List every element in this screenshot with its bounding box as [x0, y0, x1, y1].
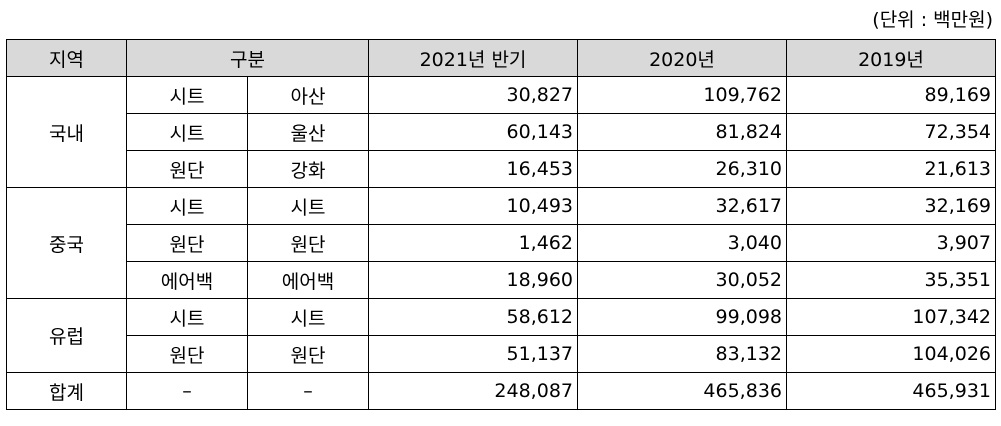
- value-2019: 107,342: [786, 298, 996, 336]
- subcategory-cell: –: [247, 372, 369, 410]
- value-2020: 465,836: [577, 372, 787, 410]
- category-cell: 에어백: [126, 261, 248, 299]
- value-2020: 81,824: [577, 113, 787, 151]
- value-2021-h1: 30,827: [368, 76, 578, 114]
- value-2021-h1: 60,143: [368, 113, 578, 151]
- value-2020: 109,762: [577, 76, 787, 114]
- subcategory-cell: 아산: [247, 76, 369, 114]
- value-2019: 35,351: [786, 261, 996, 299]
- category-cell: –: [126, 372, 248, 410]
- header-region: 지역: [6, 39, 127, 77]
- table-row: 원단 원단 51,137 83,132 104,026: [7, 335, 996, 373]
- sales-table: 지역 구분 2021년 반기 2020년 2019년 국내 시트 아산 30,8…: [6, 39, 996, 410]
- value-2021-h1: 58,612: [368, 298, 578, 336]
- header-category: 구분: [126, 39, 369, 77]
- subcategory-cell: 시트: [247, 298, 369, 336]
- subcategory-cell: 에어백: [247, 261, 369, 299]
- category-cell: 시트: [126, 298, 248, 336]
- value-2020: 3,040: [577, 224, 787, 262]
- value-2019: 3,907: [786, 224, 996, 262]
- region-cell: 유럽: [6, 298, 127, 373]
- value-2020: 32,617: [577, 187, 787, 225]
- header-row: 지역 구분 2021년 반기 2020년 2019년: [6, 39, 996, 77]
- table-row: 국내 시트 아산 30,827 109,762 89,169: [6, 76, 996, 188]
- subcategory-cell: 울산: [247, 113, 369, 151]
- value-2021-h1: 16,453: [368, 150, 578, 188]
- category-cell: 원단: [126, 224, 248, 262]
- value-2019: 465,931: [786, 372, 996, 410]
- value-2020: 83,132: [577, 335, 787, 373]
- value-2021-h1: 248,087: [368, 372, 578, 410]
- region-cell: 합계: [6, 372, 127, 410]
- region-cell: 중국: [6, 187, 127, 299]
- value-2020: 30,052: [577, 261, 787, 299]
- value-2021-h1: 18,960: [368, 261, 578, 299]
- header-2019: 2019년: [786, 39, 996, 77]
- value-2019: 32,169: [786, 187, 996, 225]
- header-2021-h1: 2021년 반기: [368, 39, 578, 77]
- value-2020: 26,310: [577, 150, 787, 188]
- table-row: 시트 울산 60,143 81,824 72,354: [7, 113, 996, 151]
- value-2019: 21,613: [786, 150, 996, 188]
- category-cell: 시트: [126, 113, 248, 151]
- table-row: 에어백 에어백 18,960 30,052 35,351: [7, 261, 996, 299]
- value-2019: 72,354: [786, 113, 996, 151]
- region-cell: 국내: [6, 76, 127, 188]
- category-cell: 원단: [126, 150, 248, 188]
- value-2021-h1: 51,137: [368, 335, 578, 373]
- total-row: 합계 – – 248,087 465,836 465,931: [6, 372, 996, 410]
- category-cell: 시트: [126, 187, 248, 225]
- table-row: 중국 시트 시트 10,493 32,617 32,169: [6, 187, 996, 299]
- value-2021-h1: 10,493: [368, 187, 578, 225]
- unit-label: (단위 : 백만원): [872, 9, 993, 31]
- value-2021-h1: 1,462: [368, 224, 578, 262]
- table-row: 유럽 시트 시트 58,612 99,098 107,342: [6, 298, 996, 373]
- category-cell: 시트: [126, 76, 248, 114]
- subcategory-cell: 강화: [247, 150, 369, 188]
- subcategory-cell: 원단: [247, 335, 369, 373]
- table-row: 원단 강화 16,453 26,310 21,613: [7, 150, 996, 188]
- value-2019: 89,169: [786, 76, 996, 114]
- category-cell: 원단: [126, 335, 248, 373]
- table-row: 원단 원단 1,462 3,040 3,907: [7, 224, 996, 262]
- header-2020: 2020년: [577, 39, 787, 77]
- value-2019: 104,026: [786, 335, 996, 373]
- subcategory-cell: 원단: [247, 224, 369, 262]
- subcategory-cell: 시트: [247, 187, 369, 225]
- value-2020: 99,098: [577, 298, 787, 336]
